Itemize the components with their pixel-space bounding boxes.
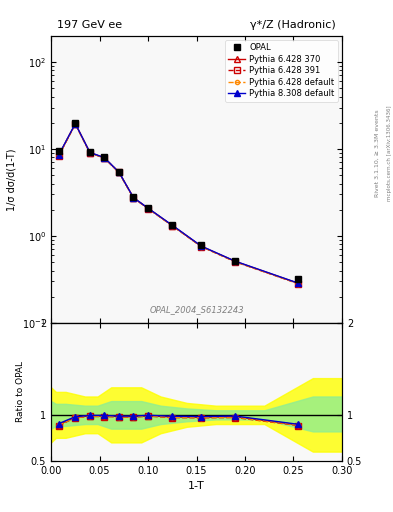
- X-axis label: 1-T: 1-T: [188, 481, 205, 491]
- Line: OPAL: OPAL: [56, 120, 301, 282]
- Pythia 6.428 370: [146, 205, 151, 211]
- Pythia 8.308 default: [73, 120, 78, 126]
- Line: Pythia 8.308 default: Pythia 8.308 default: [56, 121, 301, 286]
- OPAL: [296, 276, 301, 282]
- Pythia 6.428 default: [102, 155, 107, 161]
- Pythia 6.428 370: [131, 195, 136, 201]
- Pythia 6.428 391: [88, 150, 92, 156]
- Y-axis label: Ratio to OPAL: Ratio to OPAL: [16, 361, 25, 422]
- Line: Pythia 6.428 default: Pythia 6.428 default: [57, 122, 300, 286]
- OPAL: [88, 149, 92, 155]
- Legend: OPAL, Pythia 6.428 370, Pythia 6.428 391, Pythia 6.428 default, Pythia 8.308 def: OPAL, Pythia 6.428 370, Pythia 6.428 391…: [225, 40, 338, 102]
- Pythia 6.428 370: [57, 152, 61, 158]
- Pythia 6.428 391: [233, 259, 238, 265]
- Y-axis label: 1/σ dσ/d(1-T): 1/σ dσ/d(1-T): [7, 148, 17, 210]
- Pythia 6.428 default: [131, 195, 136, 201]
- Pythia 6.428 391: [170, 223, 174, 229]
- OPAL: [233, 258, 238, 264]
- Pythia 6.428 391: [131, 195, 136, 201]
- OPAL: [146, 205, 151, 211]
- Pythia 6.428 default: [199, 243, 204, 249]
- Pythia 6.428 370: [88, 150, 92, 156]
- Pythia 8.308 default: [296, 280, 301, 286]
- Pythia 6.428 370: [73, 121, 78, 127]
- Pythia 8.308 default: [170, 222, 174, 228]
- Pythia 6.428 391: [146, 205, 151, 211]
- Line: Pythia 6.428 370: Pythia 6.428 370: [56, 121, 301, 286]
- OPAL: [170, 222, 174, 228]
- Line: Pythia 6.428 391: Pythia 6.428 391: [56, 121, 301, 286]
- Pythia 6.428 391: [73, 121, 78, 127]
- Pythia 6.428 391: [296, 281, 301, 287]
- Pythia 6.428 default: [170, 223, 174, 229]
- Pythia 6.428 370: [170, 222, 174, 228]
- Pythia 6.428 391: [57, 153, 61, 159]
- OPAL: [117, 168, 121, 175]
- OPAL: [131, 194, 136, 200]
- Text: 197 GeV ee: 197 GeV ee: [57, 20, 122, 30]
- Pythia 6.428 default: [73, 121, 78, 127]
- Pythia 6.428 370: [233, 259, 238, 265]
- Text: OPAL_2004_S6132243: OPAL_2004_S6132243: [149, 305, 244, 314]
- Pythia 6.428 370: [102, 155, 107, 161]
- Pythia 6.428 default: [88, 150, 92, 156]
- Pythia 8.308 default: [131, 195, 136, 201]
- Pythia 6.428 391: [117, 169, 121, 176]
- Text: Rivet 3.1.10, ≥ 3.3M events: Rivet 3.1.10, ≥ 3.3M events: [375, 110, 380, 198]
- Pythia 8.308 default: [199, 243, 204, 249]
- Pythia 8.308 default: [102, 155, 107, 161]
- Pythia 8.308 default: [117, 169, 121, 175]
- Pythia 6.428 370: [296, 281, 301, 287]
- Pythia 8.308 default: [146, 205, 151, 211]
- OPAL: [102, 154, 107, 160]
- OPAL: [73, 120, 78, 126]
- Pythia 6.428 370: [117, 169, 121, 175]
- Text: mcplots.cern.ch [arXiv:1306.3436]: mcplots.cern.ch [arXiv:1306.3436]: [387, 106, 391, 201]
- OPAL: [199, 242, 204, 248]
- Pythia 8.308 default: [88, 150, 92, 156]
- Pythia 6.428 default: [146, 205, 151, 211]
- Pythia 6.428 370: [199, 243, 204, 249]
- Pythia 6.428 default: [233, 259, 238, 265]
- Pythia 6.428 391: [199, 244, 204, 250]
- Text: γ*/Z (Hadronic): γ*/Z (Hadronic): [250, 20, 336, 30]
- Pythia 6.428 default: [117, 169, 121, 176]
- Pythia 6.428 default: [57, 152, 61, 158]
- Pythia 8.308 default: [57, 152, 61, 158]
- Pythia 6.428 391: [102, 155, 107, 161]
- OPAL: [57, 148, 61, 154]
- Pythia 8.308 default: [233, 258, 238, 264]
- Pythia 6.428 default: [296, 281, 301, 287]
